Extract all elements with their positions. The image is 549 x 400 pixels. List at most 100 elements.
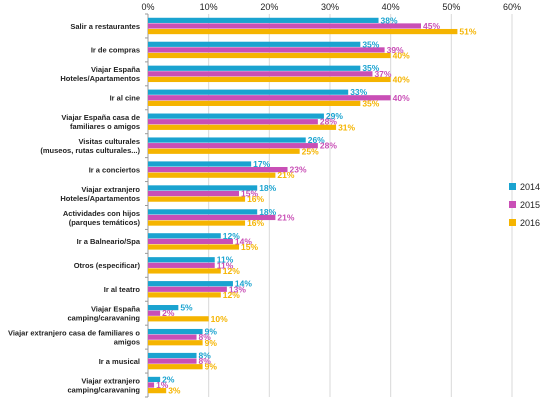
bar-2016: [148, 28, 458, 35]
bars: [148, 17, 458, 394]
bar-2015: [148, 23, 421, 29]
data-label-2014: 12%: [223, 231, 240, 241]
category-label: Otros (especificar): [74, 261, 141, 270]
data-label-2016: 25%: [302, 146, 319, 156]
bar-2015: [148, 262, 215, 268]
data-label-2015: 1%: [156, 380, 169, 390]
bar-2014: [148, 137, 306, 143]
data-label-2016: 31%: [338, 122, 355, 132]
category-label: Viajar España Hoteles/Apartamentos: [60, 65, 140, 83]
category-label: Ir a musical: [99, 357, 140, 366]
legend-swatch-2015: [509, 201, 516, 208]
data-label-2016: 16%: [247, 218, 264, 228]
bar-2015: [148, 238, 233, 245]
legend-swatch-2014: [509, 183, 516, 190]
legend: 2014 2015 2016: [509, 182, 540, 228]
data-label-2014: 29%: [326, 111, 343, 121]
bar-2016: [148, 100, 361, 106]
legend-label-2014: 2014: [520, 182, 540, 192]
bar-2015: [148, 119, 318, 125]
data-label-2016: 12%: [223, 290, 240, 300]
category-label: Viajar España camping/caravaning: [67, 305, 140, 323]
bar-2016: [148, 292, 221, 298]
data-label-2014: 33%: [350, 87, 367, 97]
bar-2014: [148, 257, 215, 263]
bar-2015: [148, 71, 373, 77]
category-label: Ir al cine: [110, 94, 140, 103]
bar-2015: [148, 382, 155, 388]
x-tick-label: 20%: [260, 2, 278, 12]
data-label-2016: 9%: [205, 362, 218, 372]
data-label-2015: 13%: [229, 284, 246, 294]
data-label-2015: 28%: [320, 141, 337, 151]
category-label: Visitas culturales (museos, rutas cultura…: [40, 137, 140, 155]
data-label-2016: 12%: [223, 266, 240, 276]
category-label: Ir a Balneario/Spa: [77, 237, 141, 246]
bar-2014: [148, 17, 379, 23]
data-label-2015: 21%: [277, 212, 294, 222]
data-label-2015: 39%: [387, 45, 404, 55]
bar-2016: [148, 172, 276, 178]
bar-2016: [148, 124, 337, 130]
bar-2016: [148, 148, 300, 154]
data-label-2016: 9%: [205, 338, 218, 348]
bar-2016: [148, 76, 391, 83]
bar-2014: [148, 89, 349, 95]
legend-label-2016: 2016: [520, 218, 540, 228]
data-label-2016: 15%: [241, 242, 258, 252]
category-label: Viajar extranjero camping/caravaning: [67, 376, 140, 394]
bar-2015: [148, 166, 288, 173]
data-label-2014: 35%: [362, 39, 379, 49]
bar-2016: [148, 364, 203, 370]
bar-2014: [148, 352, 197, 359]
bar-2015: [148, 143, 318, 149]
category-label: Salir a restaurantes: [70, 22, 140, 31]
bar-2014: [148, 233, 221, 239]
data-label-2014: 18%: [259, 183, 276, 193]
category-label: Viajar extranjero Hoteles/Apartamentos: [60, 185, 140, 203]
bar-2016: [148, 196, 246, 202]
bar-2016: [148, 52, 391, 59]
bar-2015: [148, 95, 391, 101]
x-tick-label: 60%: [503, 2, 521, 12]
bar-2015: [148, 190, 239, 197]
bar-2015: [148, 47, 385, 53]
bar-2015: [148, 334, 197, 340]
x-tick-label: 30%: [321, 2, 339, 12]
data-label-2016: 3%: [168, 386, 181, 396]
legend-label-2015: 2015: [520, 200, 540, 210]
x-tick-label: 50%: [442, 2, 460, 12]
data-label-2016: 35%: [362, 98, 379, 108]
x-tick-label: 10%: [200, 2, 218, 12]
category-label: Viajar España casa de familiares o amigos: [61, 113, 140, 131]
data-label-2015: 45%: [423, 21, 440, 31]
bar-2016: [148, 316, 209, 322]
bar-2016: [148, 388, 167, 394]
bar-2014: [148, 281, 233, 287]
data-label-2015: 23%: [290, 165, 307, 175]
bar-2014: [148, 305, 179, 311]
data-label-2014: 5%: [180, 303, 193, 313]
data-label-2015: 15%: [241, 189, 258, 199]
bar-2014: [148, 41, 361, 47]
category-label: Ir de compras: [91, 46, 140, 55]
data-label-2015: 28%: [320, 117, 337, 127]
bar-2014: [148, 376, 161, 383]
data-label-2016: 21%: [277, 170, 294, 180]
bar-2015: [148, 286, 227, 292]
data-label-2015: 2%: [162, 308, 175, 318]
data-label-2016: 10%: [211, 314, 228, 324]
data-label-2015: 8%: [199, 332, 212, 342]
data-label-2015: 11%: [217, 260, 234, 270]
data-label-2016: 16%: [247, 194, 264, 204]
data-label-2014: 2%: [162, 374, 175, 384]
data-label-2014: 9%: [205, 327, 218, 337]
data-label-2014: 38%: [381, 15, 398, 25]
bar-2014: [148, 328, 203, 335]
category-labels: Salir a restaurantes Ir de compras Viajar …: [8, 22, 141, 395]
data-label-2014: 14%: [235, 279, 252, 289]
data-label-2016: 40%: [393, 51, 410, 61]
data-label-2015: 8%: [199, 356, 212, 366]
category-label: Actividades con hijos (parques temáticos): [63, 209, 141, 227]
bar-2014: [148, 65, 361, 71]
